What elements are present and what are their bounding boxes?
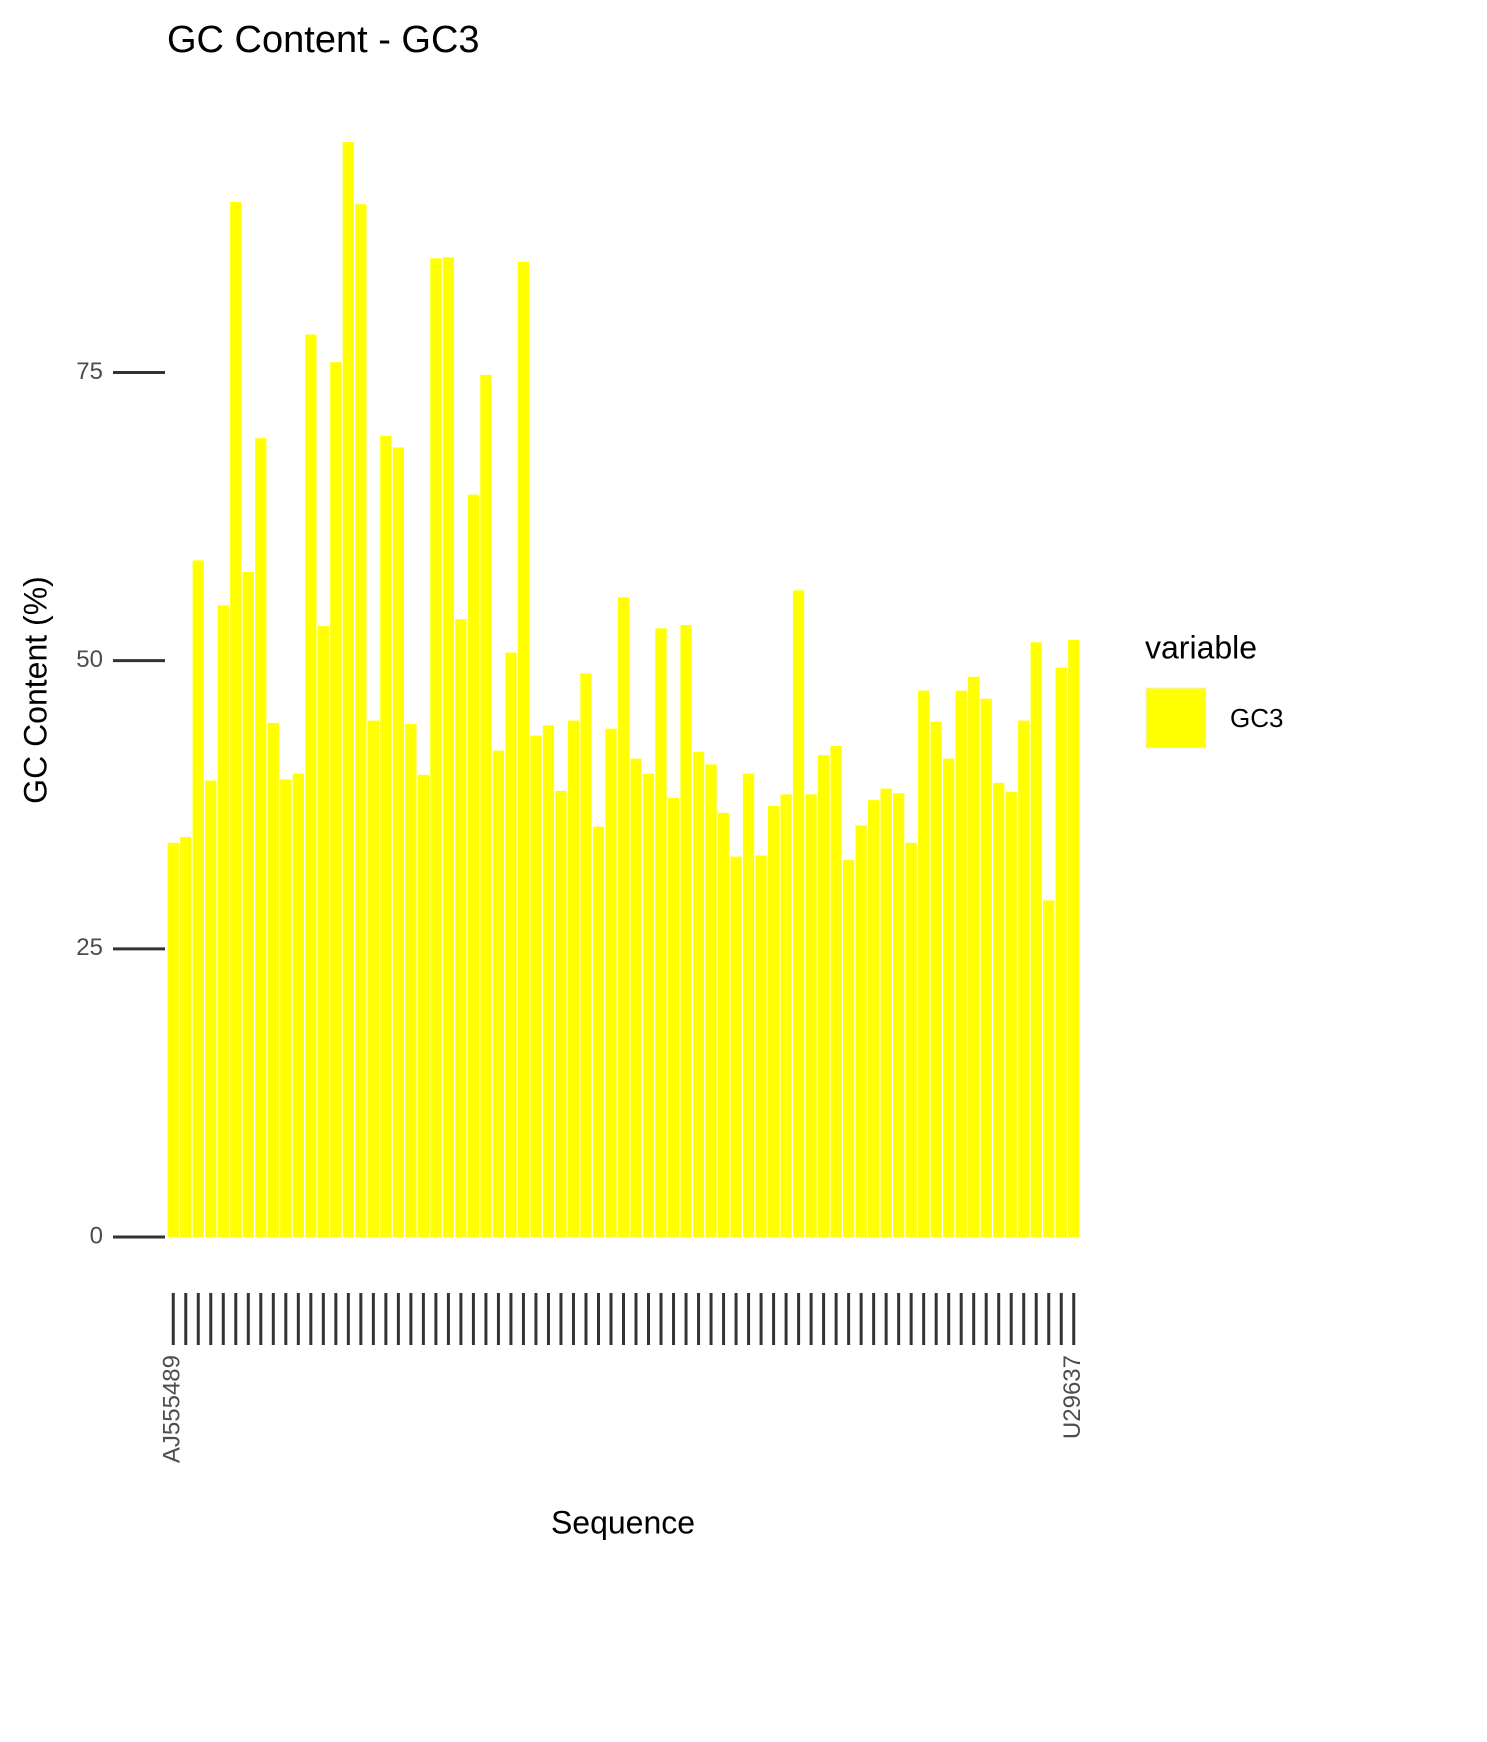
bar	[492, 750, 505, 1237]
bar	[842, 860, 855, 1237]
bar	[230, 201, 242, 1237]
bar	[405, 724, 417, 1237]
bar	[517, 261, 530, 1238]
y-tick-label: 75	[76, 358, 103, 385]
y-axis-label: GC Content (%)	[17, 576, 53, 804]
bar	[1043, 900, 1055, 1237]
bar	[355, 204, 367, 1238]
bar	[830, 745, 842, 1237]
bar	[993, 782, 1005, 1237]
bar	[955, 690, 967, 1237]
bar	[742, 773, 755, 1237]
bar	[667, 797, 680, 1237]
bar	[505, 652, 517, 1237]
bar	[868, 800, 880, 1237]
bar	[980, 698, 992, 1237]
bar	[580, 673, 592, 1237]
bar	[905, 842, 917, 1237]
bar	[567, 720, 580, 1237]
bar	[780, 794, 792, 1237]
bar	[367, 720, 379, 1237]
bar	[893, 793, 905, 1237]
bar	[480, 374, 492, 1238]
bar	[705, 764, 717, 1237]
bar	[1005, 792, 1017, 1237]
bar	[943, 758, 955, 1237]
bar	[630, 758, 642, 1237]
bar	[192, 560, 204, 1237]
bar	[968, 676, 980, 1237]
bar	[317, 626, 329, 1237]
bar	[330, 362, 342, 1238]
bar	[617, 597, 630, 1237]
bar	[342, 142, 354, 1237]
bar	[467, 494, 480, 1237]
bar	[855, 825, 867, 1237]
bar	[1055, 667, 1067, 1237]
bar	[605, 728, 617, 1237]
bar	[392, 447, 405, 1237]
bar	[918, 690, 930, 1237]
bar	[305, 334, 317, 1237]
bar	[255, 438, 267, 1237]
legend-label: GC3	[1230, 703, 1283, 733]
bar	[180, 837, 192, 1237]
legend-title: variable	[1145, 629, 1257, 665]
bar	[642, 773, 655, 1237]
bar	[930, 721, 942, 1237]
bar	[430, 258, 442, 1238]
bar	[817, 755, 830, 1237]
bar	[280, 779, 292, 1237]
bar	[530, 735, 542, 1237]
bar	[167, 842, 179, 1237]
bar	[1068, 639, 1080, 1237]
bar	[455, 619, 467, 1237]
bar	[692, 751, 705, 1237]
bar	[1018, 720, 1030, 1237]
bar	[555, 790, 567, 1237]
x-tick-label: AJ555489	[159, 1355, 186, 1463]
bar	[755, 855, 767, 1237]
bar	[730, 856, 742, 1237]
bar	[717, 812, 730, 1237]
legend-swatch	[1145, 687, 1207, 749]
bar	[292, 773, 304, 1237]
bar	[242, 571, 254, 1237]
bar	[267, 722, 279, 1237]
bar	[417, 774, 430, 1237]
bar	[655, 628, 667, 1237]
bar	[217, 605, 229, 1237]
bar	[880, 788, 892, 1237]
y-tick-label: 50	[76, 646, 103, 673]
bar	[805, 794, 817, 1237]
bar	[767, 805, 780, 1237]
bar	[380, 435, 392, 1238]
bar	[205, 780, 217, 1237]
bar	[1030, 642, 1042, 1237]
bar	[792, 590, 805, 1237]
x-tick-label: U29637	[1059, 1355, 1086, 1439]
x-axis-label: Sequence	[551, 1504, 695, 1540]
bar	[442, 257, 455, 1237]
bar	[680, 624, 692, 1237]
chart-title: GC Content - GC3	[167, 19, 480, 61]
y-tick-label: 0	[90, 1222, 103, 1249]
y-tick-label: 25	[76, 934, 103, 961]
bar	[542, 725, 555, 1237]
bar	[592, 826, 605, 1237]
